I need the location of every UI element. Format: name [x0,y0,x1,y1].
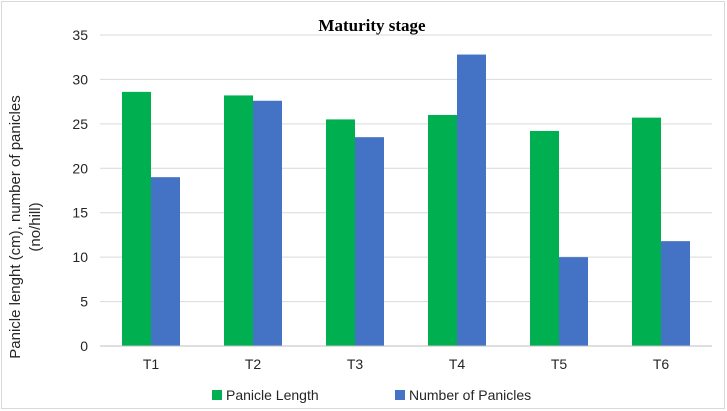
y-axis-title-line-2: (no/hill) [27,202,44,251]
x-tick-label-t6: T6 [653,356,670,372]
bar-number-of-panicles-t6 [661,241,690,346]
x-tick-label-t5: T5 [551,356,568,372]
bar-panicle-length-t4 [428,114,457,346]
legend: Panicle Length Number of Panicles [212,387,531,403]
x-tick-labels: T1 T2 T3 T4 T5 T6 [143,356,670,372]
bar-number-of-panicles-t5 [559,257,588,346]
y-tick-label-35: 35 [72,27,88,43]
bar-number-of-panicles-t4 [457,54,486,346]
y-tick-label-5: 5 [80,294,88,310]
bar-panicle-length-t3 [326,119,355,347]
x-tick-label-t4: T4 [449,356,466,372]
x-tick-label-t3: T3 [347,356,364,372]
bar-number-of-panicles-t1 [151,177,180,346]
y-tick-label-30: 30 [72,71,88,87]
y-tick-label-15: 15 [72,205,88,221]
chart-title: Maturity stage [318,16,426,35]
x-tick-label-t1: T1 [143,356,160,372]
y-tick-label-10: 10 [72,249,88,265]
y-tick-label-20: 20 [72,160,88,176]
y-tick-label-25: 25 [72,116,88,132]
gridlines [100,34,712,303]
y-tick-label-0: 0 [80,338,88,354]
bar-panicle-length-t1 [122,91,151,347]
legend-swatch-panicle-length [212,390,222,400]
bar-panicle-length-t6 [632,117,661,346]
bar-panicle-length-t5 [530,130,559,346]
y-axis-title: Panicle lenght (cm), number of panicles … [7,95,44,358]
y-axis-title-line-1: Panicle lenght (cm), number of panicles [7,95,24,358]
y-tick-labels: 0 5 10 15 20 25 30 35 [72,27,88,354]
legend-swatch-number-of-panicles [395,390,405,400]
legend-label-panicle-length: Panicle Length [226,387,319,403]
bar-number-of-panicles-t3 [355,137,384,346]
bar-panicle-length-t2 [224,95,253,347]
legend-label-number-of-panicles: Number of Panicles [409,387,531,403]
bars [122,54,690,347]
x-tick-label-t2: T2 [245,356,262,372]
bar-number-of-panicles-t2 [253,100,282,346]
